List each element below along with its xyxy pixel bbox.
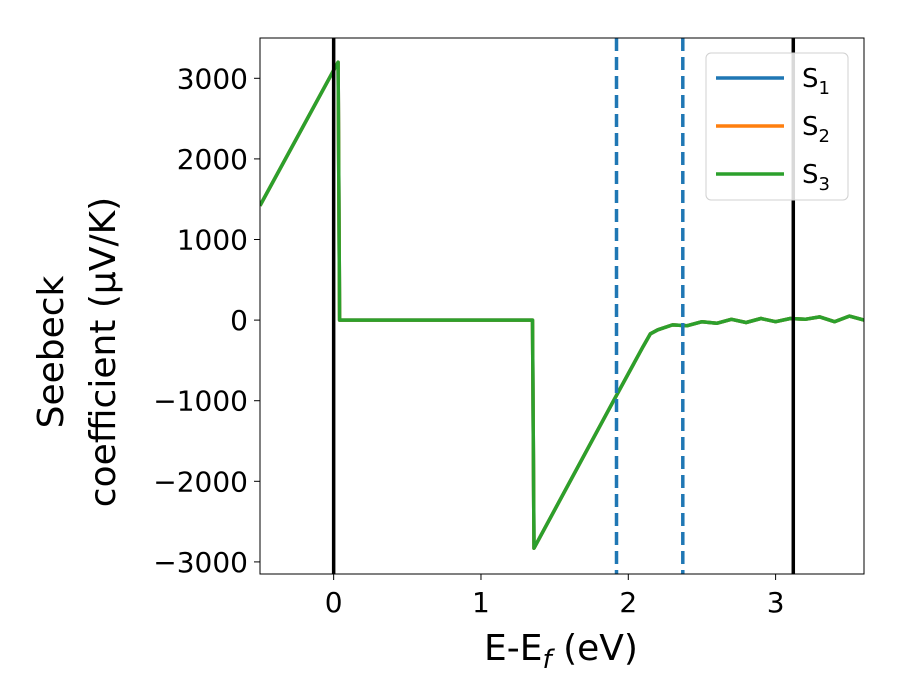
plot-frame — [259, 37, 865, 575]
y-tick-label: −1000 — [153, 385, 248, 418]
y-tick-label: −2000 — [153, 465, 248, 498]
legend-label-1: S1 — [802, 64, 830, 99]
legend: S1 S2 S3 — [705, 52, 849, 201]
y-tick-label: 2000 — [177, 143, 248, 176]
x-tick-label: 0 — [325, 586, 343, 619]
y-axis-label-line2: coefficient (μV/K) — [83, 197, 124, 507]
x-tick-label: 2 — [619, 586, 637, 619]
x-tick-label: 3 — [767, 586, 785, 619]
plot-area — [260, 38, 864, 574]
y-tick-label: 1000 — [177, 224, 248, 257]
x-axis-label: E-Ef (eV) — [484, 628, 638, 675]
legend-label-3: S3 — [802, 160, 830, 195]
x-tick-label: 1 — [472, 586, 490, 619]
y-axis-label: Seebeck coefficient (μV/K) — [31, 197, 124, 507]
y-tick-label: 3000 — [177, 62, 248, 95]
y-axis-label-line1: Seebeck — [31, 275, 72, 428]
legend-label-2: S2 — [802, 112, 830, 147]
axis-ticks: 0 1 2 3 −3000 −2000 −1000 0 1000 2000 3000 — [153, 62, 784, 619]
series-line-3 — [260, 60, 864, 550]
y-tick-label: 0 — [230, 304, 248, 337]
y-tick-label: −3000 — [153, 546, 248, 579]
